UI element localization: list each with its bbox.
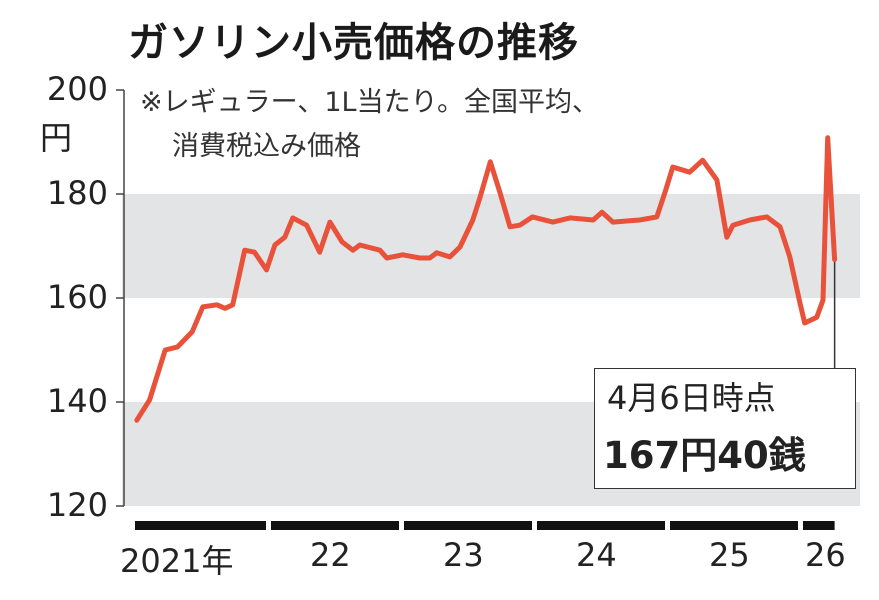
x-year-bar — [404, 521, 532, 530]
y-tick-label: 180 — [46, 174, 108, 212]
grid-band — [122, 194, 860, 298]
y-unit-label: 円 — [40, 119, 73, 157]
x-year-bar — [803, 521, 835, 530]
price-line — [134, 135, 838, 423]
annotation-value: 167円40銭 — [603, 434, 806, 477]
note-line-2: 消費税込み価格 — [172, 131, 361, 162]
y-tick-label: 200 — [46, 70, 108, 108]
x-tick-label: 23 — [443, 536, 484, 574]
y-tick-label: 160 — [46, 278, 108, 316]
x-tick-label: 22 — [310, 536, 351, 574]
x-year-bar — [135, 521, 266, 530]
chart-title: ガソリン小売価格の推移 — [128, 20, 579, 66]
y-tick-label: 120 — [46, 486, 108, 524]
x-tick-label: 25 — [709, 536, 750, 574]
x-tick-label: 2021年 — [120, 542, 234, 580]
x-year-bar — [670, 521, 798, 530]
x-tick-label: 24 — [576, 536, 617, 574]
note-line-1: ※レギュラー、1L当たり。全国平均、 — [140, 87, 600, 118]
y-tick-label: 140 — [46, 382, 108, 420]
x-year-bar — [271, 521, 399, 530]
annotation-box: 4月6日時点 167円40銭 — [594, 368, 856, 489]
x-year-bar — [537, 521, 665, 530]
annotation-date: 4月6日時点 — [607, 379, 776, 417]
x-tick-label: 26 — [805, 536, 846, 574]
